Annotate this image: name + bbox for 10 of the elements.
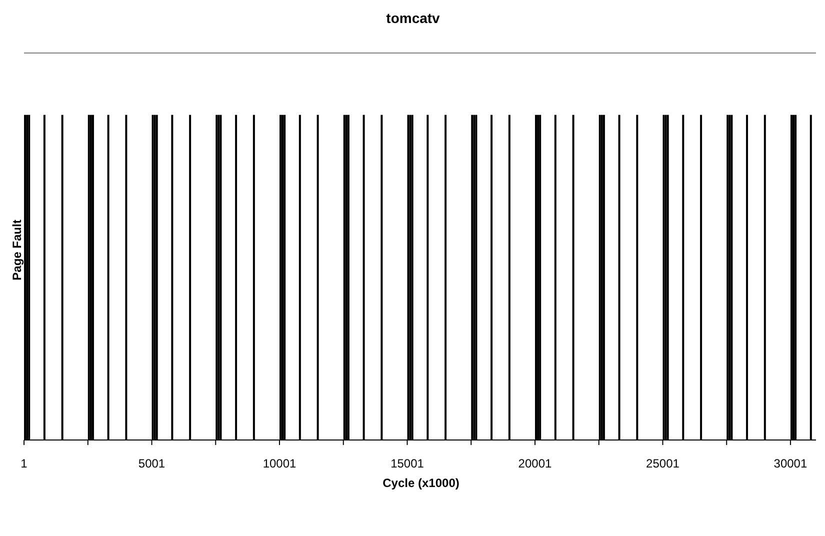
x-tick-label: 25001	[646, 456, 680, 471]
x-tick-label: 30001	[774, 456, 808, 471]
x-tick-label: 1	[20, 456, 28, 471]
x-tick-label: 15001	[390, 456, 424, 471]
chart-title: tomcatv	[385, 10, 441, 28]
y-axis-title: Page Fault	[10, 220, 24, 280]
x-tick-label: 10001	[262, 456, 297, 471]
x-tick-label: 20001	[518, 456, 552, 471]
x-tick-label: 5001	[138, 456, 166, 471]
x-axis-title: Cycle (x1000)	[382, 476, 460, 490]
